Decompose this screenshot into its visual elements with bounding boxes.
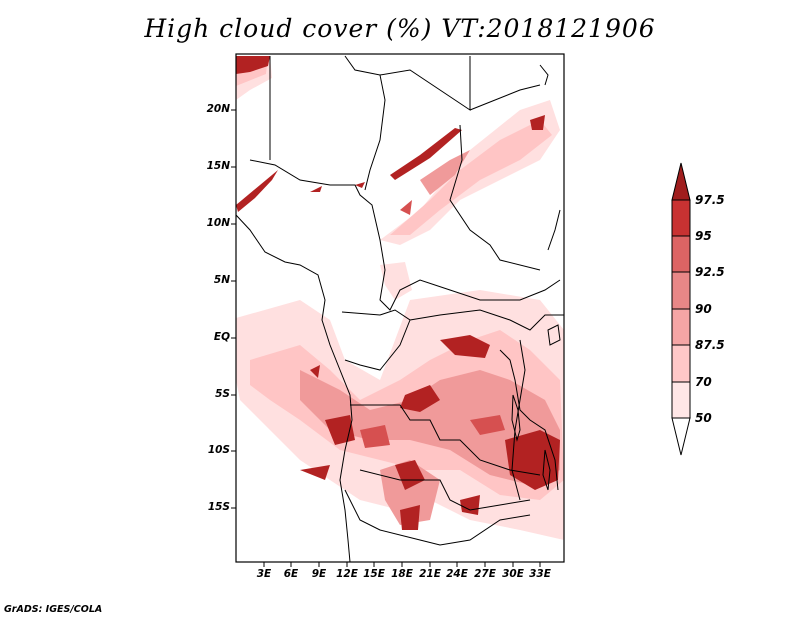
lon-label: 18E bbox=[391, 568, 413, 580]
lon-ticks bbox=[263, 562, 541, 567]
lat-label: 5N bbox=[213, 274, 230, 286]
lon-label: 6E bbox=[283, 568, 299, 580]
colorbar-top-arrow bbox=[671, 162, 691, 201]
colorbar-label: 92.5 bbox=[695, 265, 725, 279]
lat-label: 10S bbox=[207, 444, 230, 456]
map-title: High cloud cover (%) VT:2018121906 bbox=[144, 14, 656, 43]
lat-label: 15N bbox=[206, 160, 230, 172]
colorbar-label: 50 bbox=[695, 411, 712, 425]
colorbar bbox=[671, 162, 691, 456]
lon-label: 33E bbox=[529, 568, 551, 580]
lon-label: 24E bbox=[446, 568, 468, 580]
cloud-level-87 bbox=[300, 150, 560, 525]
cloud-shading bbox=[236, 56, 564, 540]
lon-label: 12E bbox=[336, 568, 358, 580]
lon-label: 9E bbox=[311, 568, 327, 580]
lat-ticks bbox=[231, 109, 236, 509]
lat-label: EQ bbox=[213, 331, 230, 343]
lat-label: 20N bbox=[206, 103, 230, 115]
lat-label: 15S bbox=[207, 501, 230, 513]
colorbar-label: 70 bbox=[695, 375, 712, 389]
lon-label: 21E bbox=[419, 568, 441, 580]
colorbar-bottom-arrow bbox=[671, 417, 691, 456]
cloud-level-92 bbox=[360, 200, 505, 448]
coastlines-borders bbox=[236, 55, 564, 562]
cloud-level-97 bbox=[236, 56, 560, 530]
credit-label: GrADS: IGES/COLA bbox=[4, 604, 103, 615]
colorbar-label: 87.5 bbox=[695, 338, 725, 352]
lat-label: 5S bbox=[215, 388, 230, 400]
lon-label: 15E bbox=[363, 568, 385, 580]
lon-label: 30E bbox=[502, 568, 524, 580]
colorbar-label: 97.5 bbox=[695, 193, 725, 207]
colorbar-label: 95 bbox=[695, 229, 712, 243]
lat-label: 10N bbox=[206, 217, 230, 229]
map-frame bbox=[235, 53, 565, 563]
colorbar-label: 90 bbox=[695, 302, 712, 316]
lon-label: 27E bbox=[474, 568, 496, 580]
lon-label: 3E bbox=[256, 568, 272, 580]
